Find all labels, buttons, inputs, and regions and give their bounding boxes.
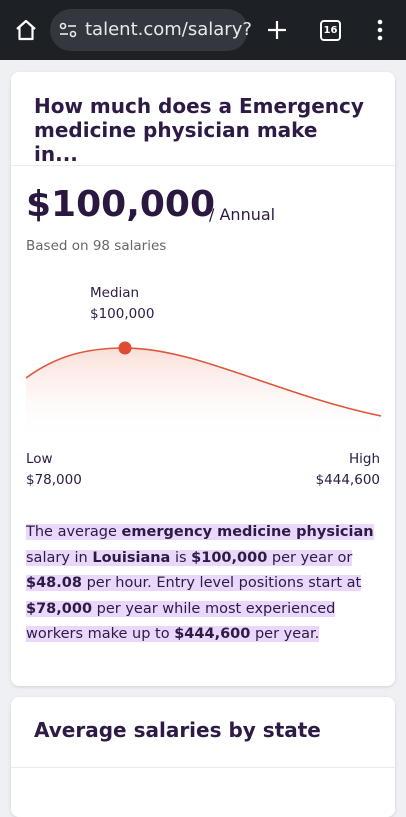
tab-count: 16	[323, 25, 338, 36]
description-bold: $444,600	[174, 626, 251, 642]
card-title: How much does a Emergency medicine physi…	[34, 94, 364, 166]
divider	[11, 165, 395, 166]
salary-amount: $100,000	[26, 184, 216, 225]
address-bar[interactable]: talent.com/salary?	[50, 9, 252, 51]
description-bold: emergency medicine physician	[121, 524, 374, 540]
high-value: $444,600	[315, 472, 380, 488]
description-text: is	[170, 549, 192, 566]
salary-description: The average emergency medicine physician…	[26, 520, 381, 648]
description-bold: $100,000	[191, 549, 268, 566]
description-bold: Louisiana	[92, 549, 171, 566]
salary-period: / Annual	[209, 205, 276, 224]
description-text: per hour. Entry level positions start at	[81, 575, 362, 591]
url-text: talent.com/salary?	[85, 19, 252, 40]
home-button[interactable]	[14, 18, 38, 42]
description-bold: $48.08	[26, 575, 82, 591]
salary-card: How much does a Emergency medicine physi…	[11, 72, 395, 686]
salary-curve	[26, 341, 381, 444]
new-tab-button[interactable]	[266, 19, 288, 41]
states-card: Average salaries by state	[11, 697, 395, 817]
divider	[11, 767, 395, 768]
median-dot	[118, 341, 132, 355]
description-text: salary in	[26, 549, 93, 566]
menu-button[interactable]	[370, 18, 390, 42]
curve-area	[26, 348, 381, 444]
description-text: per year.	[250, 626, 320, 642]
tab-switcher[interactable]: 16	[320, 20, 341, 41]
states-title: Average salaries by state	[34, 718, 321, 742]
description-bold: $78,000	[26, 600, 93, 617]
low-label: Low	[26, 451, 53, 467]
site-info-icon[interactable]	[59, 22, 77, 38]
based-on: Based on 98 salaries	[26, 238, 167, 254]
median-value: $100,000	[90, 306, 155, 322]
curve-line	[26, 347, 381, 417]
browser-toolbar: talent.com/salary? 16	[0, 0, 406, 60]
low-value: $78,000	[26, 472, 82, 488]
description-text: The average	[26, 524, 122, 540]
description-text: per year or	[267, 549, 353, 566]
high-label: High	[348, 451, 380, 467]
median-label: Median	[90, 285, 140, 301]
